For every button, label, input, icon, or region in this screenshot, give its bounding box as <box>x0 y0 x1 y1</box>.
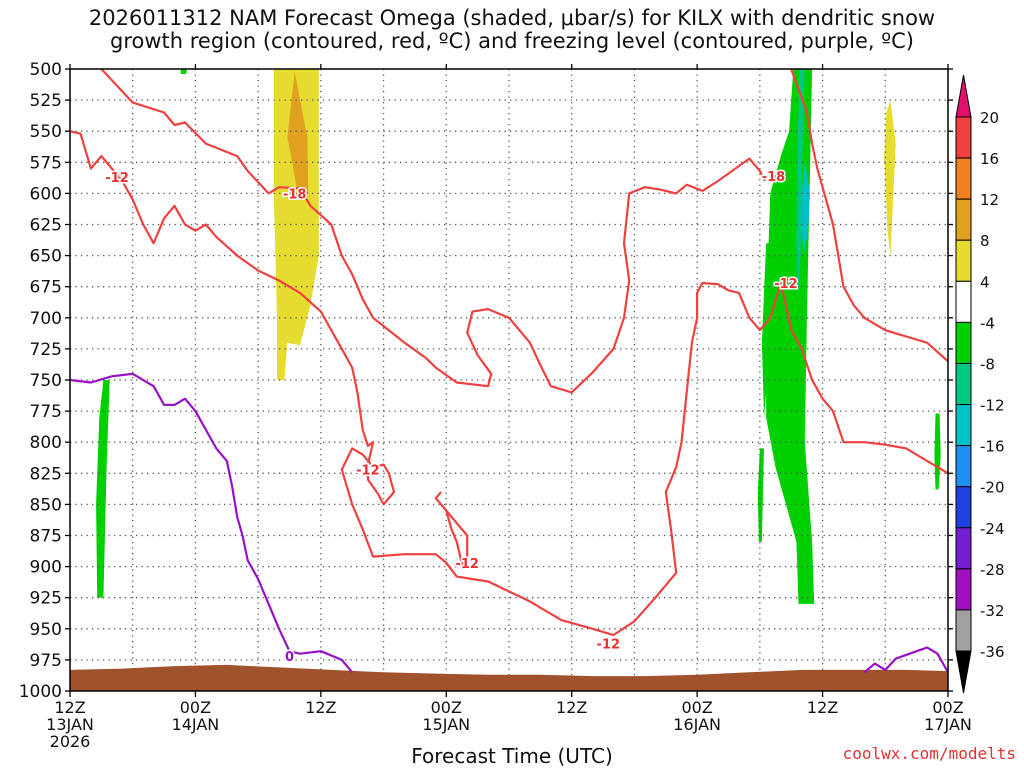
colorbar-label: -36 <box>980 643 1005 661</box>
x-tick-label: 14JAN <box>172 715 220 734</box>
x-tick-label: 00Z <box>681 698 712 717</box>
colorbar-bin <box>955 568 972 611</box>
x-tick-label: 12Z <box>807 698 838 717</box>
colorbar-bin <box>955 445 972 488</box>
y-tick-label: 975 <box>30 651 62 671</box>
colorbar-label: -16 <box>980 438 1005 456</box>
colorbar-bin <box>955 198 972 241</box>
colorbar-bottom-arrow <box>955 650 972 694</box>
omega-yellow-east <box>884 100 896 256</box>
colorbar-label: 4 <box>980 273 990 291</box>
chart-title-line-2: growth region (contoured, red, ºC) and f… <box>110 29 914 53</box>
dgz-contour-label: -12 <box>597 638 621 653</box>
y-tick-label: 850 <box>30 495 62 515</box>
y-tick-label: 575 <box>30 153 62 173</box>
terrain-layer <box>70 664 948 691</box>
y-tick-label: 700 <box>30 309 62 329</box>
freezing-level-contour <box>69 372 354 674</box>
x-axis-title: Forecast Time (UTC) <box>411 744 613 768</box>
y-tick-label: 525 <box>30 91 62 111</box>
dgz-contour-label: -18 <box>762 170 786 185</box>
omega-green-3 <box>761 243 771 418</box>
colorbar: 20 16 12 8 4 -4 -8 -12 -16 -20 -24 -28 -32 -36 <box>955 74 1005 694</box>
colorbar-label: 16 <box>980 150 999 168</box>
y-tick-label: 775 <box>30 402 62 422</box>
colorbar-label: -20 <box>980 479 1005 497</box>
x-tick-label: 15JAN <box>422 715 470 734</box>
x-tick-label: 2026 <box>50 732 91 751</box>
colorbar-bin <box>955 321 972 364</box>
dgz-contour-label: -12 <box>774 277 798 292</box>
colorbar-label: 8 <box>980 232 990 250</box>
dgz-minus18-contour <box>100 68 767 394</box>
y-tick-label: 925 <box>30 589 62 609</box>
colorbar-bin <box>955 239 972 282</box>
colorbar-label: -28 <box>980 561 1005 579</box>
y-tick-label: 600 <box>30 184 62 204</box>
dgz-contour-label: -12 <box>105 171 129 186</box>
colorbar-label: 12 <box>980 191 999 209</box>
y-tick-label: 900 <box>30 558 62 578</box>
omega-teal-1 <box>796 69 805 306</box>
colorbar-label: -12 <box>980 397 1005 415</box>
x-tick-label: 00Z <box>431 698 462 717</box>
colorbar-label: -4 <box>980 314 995 332</box>
y-tick-label: 1000 <box>19 682 62 702</box>
x-tick-label: 00Z <box>932 698 963 717</box>
y-tick-label: 800 <box>30 433 62 453</box>
x-tick-label: 17JAN <box>924 715 972 734</box>
colorbar-bin <box>955 362 972 406</box>
colorbar-bin <box>955 609 972 652</box>
y-tick-label: 825 <box>30 464 62 484</box>
y-tick-label: 750 <box>30 371 62 391</box>
y-tick-label: 675 <box>30 278 62 298</box>
colorbar-bin <box>955 486 972 529</box>
x-tick-label: 12Z <box>54 698 85 717</box>
colorbar-bin <box>955 157 972 200</box>
x-tick-label: 12Z <box>556 698 587 717</box>
colorbar-label: -32 <box>980 602 1005 620</box>
dgz-contour-label: -12 <box>356 464 380 479</box>
y-tick-label: 550 <box>30 122 62 142</box>
freezing-level-east-contour <box>863 646 949 674</box>
omega-green-6 <box>180 69 188 74</box>
contour-layer <box>69 68 949 674</box>
contour-label-layer: -12 -18 -12 -12 -12 -18 -12 0 <box>104 168 799 666</box>
colorbar-bin <box>955 404 972 447</box>
omega-cyan-1 <box>800 162 810 256</box>
chart-title-line-1: 2026011312 NAM Forecast Omega (shaded, μ… <box>88 6 936 30</box>
y-tick-label: 650 <box>30 247 62 267</box>
y-tick-label: 500 <box>30 60 62 80</box>
colorbar-label: -8 <box>980 355 995 373</box>
colorbar-top-arrow <box>955 74 972 118</box>
credit-text: coolwx.com/modelts <box>842 744 1016 763</box>
omega-green-4 <box>757 448 764 542</box>
x-tick-label: 16JAN <box>673 715 721 734</box>
colorbar-bin <box>955 116 972 159</box>
freezing-contour-label: 0 <box>285 650 294 665</box>
y-tick-label: 625 <box>30 216 62 236</box>
y-tick-label: 875 <box>30 527 62 547</box>
x-tick-label: 13JAN <box>46 715 94 734</box>
dgz-minus12-lower-contour <box>434 491 469 566</box>
dgz-minus12-contour <box>69 130 949 637</box>
omega-green-5 <box>934 413 941 490</box>
colorbar-label: 20 <box>980 109 999 127</box>
omega-green-1 <box>96 380 110 598</box>
x-tick-label: 12Z <box>305 698 336 717</box>
omega-green-2 <box>766 69 815 604</box>
y-tick-label: 725 <box>30 340 62 360</box>
colorbar-bin <box>955 527 972 570</box>
dgz-contour-label: -18 <box>283 187 307 202</box>
terrain-fill <box>70 664 948 691</box>
colorbar-label: -24 <box>980 520 1005 538</box>
x-tick-label: 00Z <box>180 698 211 717</box>
dgz-contour-label: -12 <box>455 557 479 572</box>
dgz-minus18-east-contour <box>790 68 949 363</box>
axes-layer: 500 525 550 575 600 625 650 675 700 725 750 775 800 8… <box>19 60 972 751</box>
omega-orange-main <box>287 71 309 194</box>
colorbar-bin <box>955 280 972 323</box>
y-tick-label: 950 <box>30 620 62 640</box>
